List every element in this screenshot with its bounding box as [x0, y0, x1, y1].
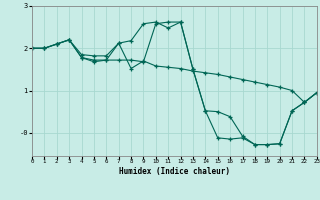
- X-axis label: Humidex (Indice chaleur): Humidex (Indice chaleur): [119, 167, 230, 176]
